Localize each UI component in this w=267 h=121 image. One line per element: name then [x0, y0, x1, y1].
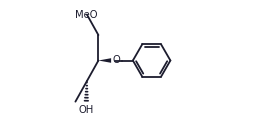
Text: OH: OH: [79, 105, 94, 115]
Text: MeO: MeO: [75, 10, 98, 19]
Text: O: O: [113, 55, 120, 65]
Polygon shape: [99, 58, 111, 63]
